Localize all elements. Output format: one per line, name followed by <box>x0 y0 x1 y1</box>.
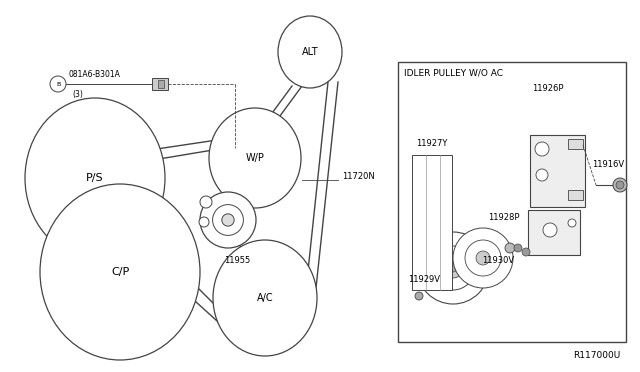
Circle shape <box>431 246 475 290</box>
Circle shape <box>535 142 549 156</box>
Ellipse shape <box>209 108 301 208</box>
Circle shape <box>50 76 66 92</box>
Circle shape <box>200 192 256 248</box>
Circle shape <box>536 169 548 181</box>
Circle shape <box>543 223 557 237</box>
Circle shape <box>453 228 513 288</box>
Text: C/P: C/P <box>111 267 129 277</box>
Circle shape <box>505 243 515 253</box>
Circle shape <box>199 217 209 227</box>
Bar <box>568 190 583 200</box>
Text: 11916V: 11916V <box>592 160 624 169</box>
Bar <box>158 80 164 88</box>
Circle shape <box>415 292 423 300</box>
Text: 11926P: 11926P <box>532 84 563 93</box>
Text: 11927Y: 11927Y <box>416 139 447 148</box>
Bar <box>568 139 583 149</box>
Ellipse shape <box>278 16 342 88</box>
Circle shape <box>514 244 522 252</box>
Text: 11930V: 11930V <box>482 256 514 265</box>
Circle shape <box>613 178 627 192</box>
Circle shape <box>522 248 530 256</box>
Circle shape <box>465 240 501 276</box>
Ellipse shape <box>40 184 200 360</box>
Circle shape <box>476 251 490 265</box>
Bar <box>530 135 585 207</box>
Text: R117000U: R117000U <box>573 351 620 360</box>
Text: ALT: ALT <box>301 47 318 57</box>
Bar <box>398 62 626 342</box>
Text: 11955: 11955 <box>224 256 250 265</box>
Ellipse shape <box>213 240 317 356</box>
Text: B: B <box>56 81 60 87</box>
Text: A/C: A/C <box>257 293 273 303</box>
Circle shape <box>200 196 212 208</box>
Text: P/S: P/S <box>86 173 104 183</box>
Text: 11928P: 11928P <box>488 213 520 222</box>
Bar <box>528 210 580 255</box>
Circle shape <box>616 181 624 189</box>
Bar <box>152 78 168 90</box>
Circle shape <box>222 214 234 226</box>
Text: 11720N: 11720N <box>342 171 375 180</box>
Text: 11929V: 11929V <box>408 275 440 284</box>
Circle shape <box>212 205 243 235</box>
Circle shape <box>443 258 463 278</box>
Text: 081A6-B301A: 081A6-B301A <box>68 70 120 79</box>
Ellipse shape <box>25 98 165 258</box>
Text: (3): (3) <box>72 90 83 99</box>
Bar <box>412 155 452 290</box>
Text: W/P: W/P <box>246 153 264 163</box>
Circle shape <box>417 232 489 304</box>
Circle shape <box>449 264 457 272</box>
Text: IDLER PULLEY W/O AC: IDLER PULLEY W/O AC <box>404 68 503 77</box>
Circle shape <box>568 219 576 227</box>
